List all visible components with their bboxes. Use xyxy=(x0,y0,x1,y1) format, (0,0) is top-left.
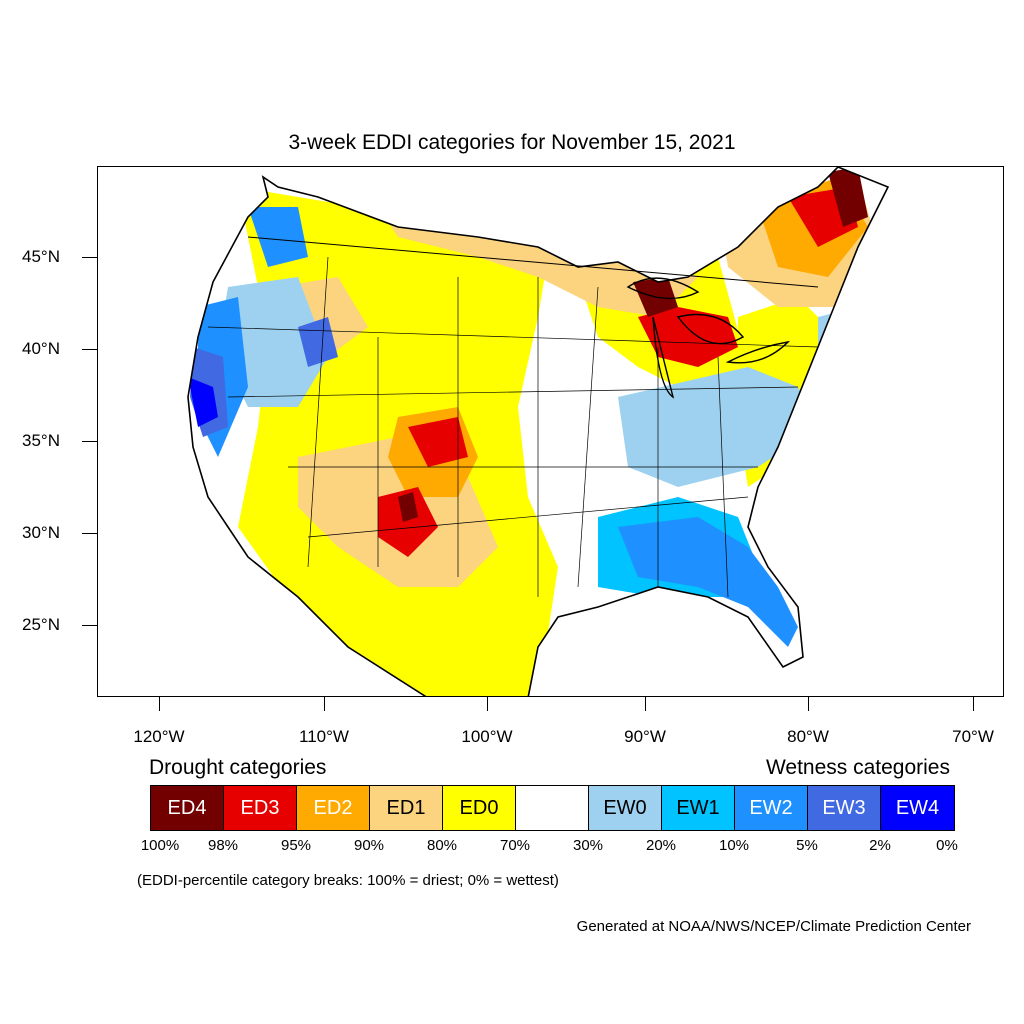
lat-tick-25 xyxy=(82,625,97,626)
boundary-lines xyxy=(187,167,889,696)
lat-label-35: 35°N xyxy=(22,431,60,450)
lon-label-70: 70°W xyxy=(952,727,994,746)
credit-line: Generated at NOAA/NWS/NCEP/Climate Predi… xyxy=(576,918,971,935)
legend-box-ed1: ED1 xyxy=(370,786,443,830)
map-panel xyxy=(97,166,1004,697)
legend-break-label: 95% xyxy=(280,837,312,854)
legend-break-label: 2% xyxy=(869,837,891,854)
lat-tick-45 xyxy=(82,257,97,258)
lon-tick-90 xyxy=(645,697,646,711)
legend-break-label: 100% xyxy=(140,837,180,854)
legend-box-ew2: EW2 xyxy=(735,786,808,830)
drought-heading: Drought categories xyxy=(149,756,327,779)
legend-break-label: 80% xyxy=(426,837,458,854)
lat-label-25: 25°N xyxy=(22,615,60,634)
legend-box-ew1: EW1 xyxy=(662,786,735,830)
lat-tick-35 xyxy=(82,441,97,442)
lon-label-90: 90°W xyxy=(624,727,666,746)
legend-box-ed2: ED2 xyxy=(297,786,370,830)
legend-box-ew0: EW0 xyxy=(589,786,662,830)
legend-break-label: 98% xyxy=(207,837,239,854)
lat-tick-40 xyxy=(82,349,97,350)
lat-label-45: 45°N xyxy=(22,247,60,266)
legend-break-label: 70% xyxy=(499,837,531,854)
legend-break-label: 10% xyxy=(718,837,750,854)
legend-box-neutral xyxy=(516,786,589,830)
lon-tick-80 xyxy=(808,697,809,711)
legend-box-ed0: ED0 xyxy=(443,786,516,830)
lon-label-80: 80°W xyxy=(787,727,829,746)
legend-box-ew4: EW4 xyxy=(881,786,954,830)
legend-box-ed4: ED4 xyxy=(151,786,224,830)
lat-label-30: 30°N xyxy=(22,523,60,542)
map-title: 3-week EDDI categories for November 15, … xyxy=(288,131,736,154)
legend-note: (EDDI-percentile category breaks: 100% =… xyxy=(137,872,559,889)
lon-tick-110 xyxy=(324,697,325,711)
legend-box-ew3: EW3 xyxy=(808,786,881,830)
lon-label-100: 100°W xyxy=(461,727,513,746)
lat-label-40: 40°N xyxy=(22,339,60,358)
legend-break-label: 30% xyxy=(572,837,604,854)
legend-break-label: 90% xyxy=(353,837,385,854)
legend-break-label: 5% xyxy=(796,837,818,854)
lon-tick-70 xyxy=(973,697,974,711)
wetness-heading: Wetness categories xyxy=(765,756,950,779)
category-fill xyxy=(188,167,888,696)
lat-tick-30 xyxy=(82,533,97,534)
lon-tick-100 xyxy=(487,697,488,711)
legend-break-label: 20% xyxy=(645,837,677,854)
lon-label-110: 110°W xyxy=(299,727,349,746)
legend-color-bar: ED4 ED3 ED2 ED1 ED0 EW0 EW1 EW2 EW3 EW4 xyxy=(150,785,955,831)
legend-break-label: 0% xyxy=(936,837,958,854)
legend-box-ed3: ED3 xyxy=(224,786,297,830)
lon-tick-120 xyxy=(159,697,160,711)
lon-label-120: 120°W xyxy=(133,727,185,746)
eddi-map xyxy=(187,167,889,696)
